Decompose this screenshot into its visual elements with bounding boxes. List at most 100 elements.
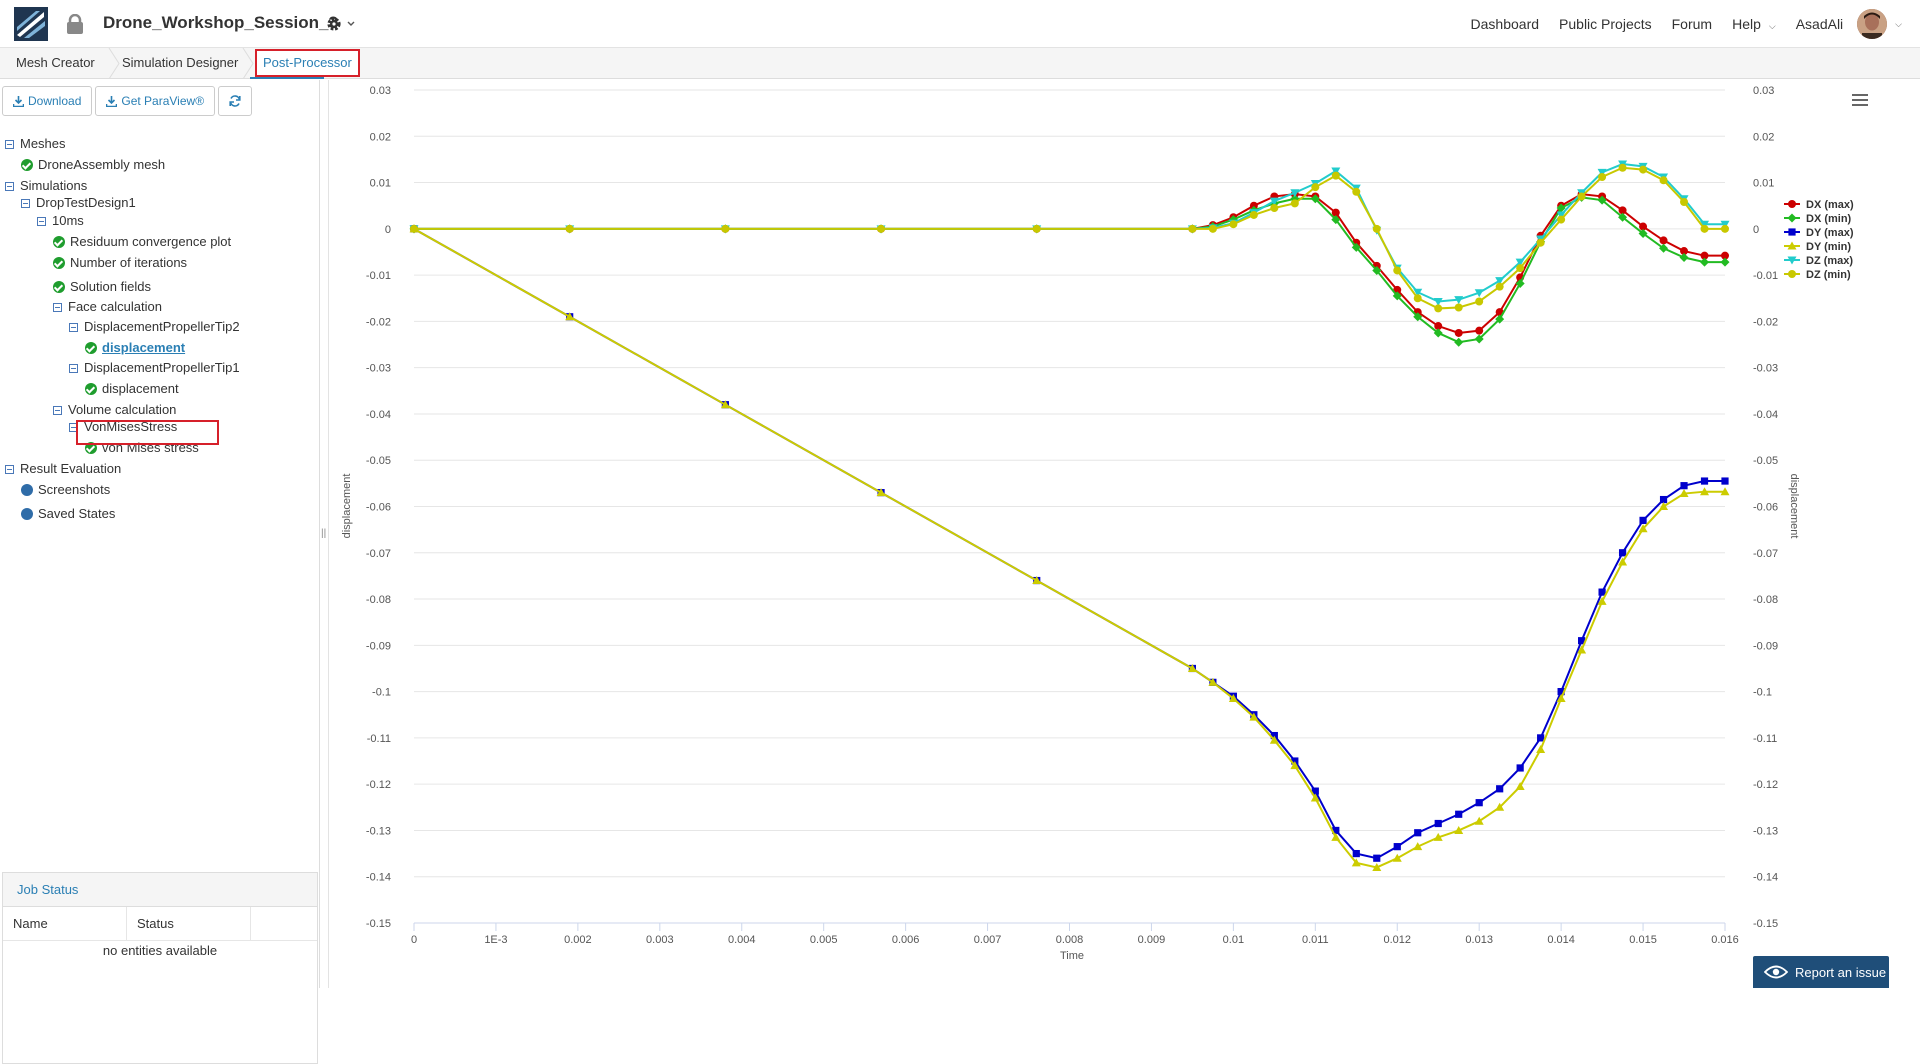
legend-item[interactable]: DZ (min) [1784,269,1851,281]
y-tick-label: 0.02 [370,131,391,143]
tree-node-screenshots[interactable]: Screenshots [21,481,110,499]
series-line [414,193,1725,334]
project-title[interactable]: Drone_Workshop_Session_3 [103,13,338,32]
collapse-toggle-icon[interactable] [21,198,30,208]
download-button[interactable]: Download [2,86,93,116]
chevron-down-icon[interactable]: ⌵ [1895,18,1902,29]
data-point [1208,224,1217,233]
legend-item[interactable]: DY (min) [1784,241,1851,253]
data-point [1495,802,1505,811]
legend-item[interactable]: DX (max) [1784,199,1854,211]
column-name[interactable]: Name [3,907,127,941]
series-line [414,166,1725,310]
check-circle-icon [21,159,33,171]
y-tick-label-right: -0.08 [1753,594,1778,606]
report-issue-button[interactable]: Report an issue [1753,956,1889,988]
y-tick-label-right: -0.14 [1753,872,1778,884]
tree-node-label: Meshes [20,136,66,151]
tree-node-residuum[interactable]: Residuum convergence plot [53,233,231,251]
y-tick-label: -0.13 [366,825,391,837]
tree-node-label: Residuum convergence plot [70,234,232,249]
legend-item[interactable]: DY (max) [1784,227,1854,239]
series-dz-min [410,163,1729,313]
data-point [1679,489,1689,498]
legend-item[interactable]: DZ (max) [1784,255,1853,267]
tree-node-saved-states[interactable]: Saved States [21,505,115,523]
data-point [1618,163,1627,172]
x-tick-label: 0.01 [1223,934,1244,946]
y-tick-label: -0.1 [372,687,391,699]
collapse-toggle-icon[interactable] [5,139,14,149]
tree-node-tip2[interactable]: DisplacementPropellerTip2 [69,318,240,336]
panel-splitter-handle[interactable]: || [321,528,327,539]
data-point [1474,334,1484,344]
data-point [1474,289,1484,298]
data-point [1352,187,1361,196]
nav-forum[interactable]: Forum [1671,16,1713,32]
report-issue-label: Report an issue [1795,964,1887,980]
nav-public-projects[interactable]: Public Projects [1559,16,1652,32]
legend-marker [1788,270,1796,278]
avatar[interactable] [1857,9,1888,39]
data-point [1515,258,1525,267]
y-tick-label: -0.01 [366,270,391,282]
legend-label: DX (max) [1806,199,1854,211]
data-point [1270,731,1278,740]
tree-node-label: DropTestDesign1 [36,195,136,210]
y-tick-label: -0.03 [366,363,391,375]
legend-item[interactable]: DX (min) [1784,213,1852,225]
y-tick-label-right: -0.07 [1753,548,1778,560]
job-status-title[interactable]: Job Status [3,873,317,907]
check-circle-icon [53,236,65,248]
tree-node-tip1-displacement[interactable]: displacement [85,380,179,398]
y-tick-label-right: 0.03 [1753,85,1774,97]
collapse-toggle-icon[interactable] [5,464,14,474]
series-line [414,163,1725,303]
chart-menu-icon[interactable] [1852,93,1868,107]
data-point [1597,596,1607,605]
get-paraview-button[interactable]: Get ParaView® [95,86,216,116]
gear-icon[interactable] [326,14,360,34]
collapse-toggle-icon[interactable] [69,363,78,373]
collapse-toggle-icon[interactable] [37,216,46,226]
tree-node-simulation[interactable]: DropTestDesign1 [21,194,136,212]
tree-node-simulations[interactable]: Simulations [5,177,87,195]
data-point [1618,557,1628,566]
y-tick-label: -0.11 [367,733,391,745]
x-axis-label: Time [1060,950,1084,962]
nav-dashboard[interactable]: Dashboard [1470,16,1540,32]
y-tick-label: -0.12 [366,779,391,791]
tree-node-label: Solution fields [70,279,151,294]
collapse-toggle-icon[interactable] [69,322,78,332]
data-point [1413,312,1423,322]
data-point [1433,297,1443,306]
nav-help[interactable]: Help ⌵ [1732,16,1776,32]
tree-node-label: DroneAssembly mesh [38,157,166,172]
data-point [1269,197,1279,206]
tree-node-mesh-item[interactable]: DroneAssembly mesh [21,156,165,174]
data-point [1700,477,1709,485]
user-name[interactable]: AsadAli [1795,16,1844,32]
collapse-toggle-icon[interactable] [53,405,62,415]
refresh-button[interactable] [218,86,253,116]
tree-node-face-calculation[interactable]: Face calculation [53,298,162,316]
data-point [1597,195,1607,205]
tree-node-tip1[interactable]: DisplacementPropellerTip1 [69,359,240,377]
data-point [1515,781,1525,790]
tree-node-result-evaluation[interactable]: Result Evaluation [5,460,121,478]
y-tick-label-right: -0.12 [1753,779,1778,791]
tree-node-run[interactable]: 10ms [37,212,84,230]
tree-node-iterations[interactable]: Number of iterations [53,254,187,272]
tab-simulation-designer[interactable]: Simulation Designer [122,55,239,70]
simscale-logo[interactable] [14,7,48,41]
column-status[interactable]: Status [127,907,251,941]
tree-node-volume-calculation[interactable]: Volume calculation [53,401,176,419]
tree-node-solution-fields[interactable]: Solution fields [53,278,151,296]
tab-mesh-creator[interactable]: Mesh Creator [16,55,95,70]
tree-node-tip2-displacement[interactable]: displacement [85,339,185,357]
data-point [1516,764,1524,772]
collapse-toggle-icon[interactable] [5,181,14,191]
collapse-toggle-icon[interactable] [53,302,62,312]
tree-node-meshes[interactable]: Meshes [5,135,66,153]
tab-post-processor[interactable]: Post-Processor [255,49,360,77]
